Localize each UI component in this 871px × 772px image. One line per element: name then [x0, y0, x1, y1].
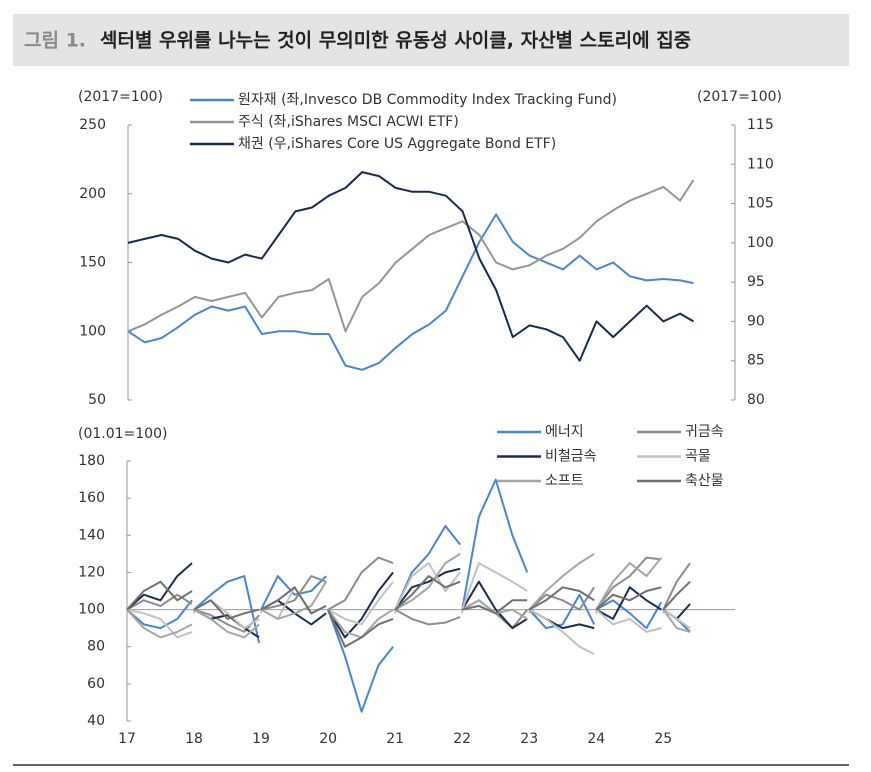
x-tick-label: 18	[185, 731, 203, 747]
y-tick-label: 140	[78, 527, 105, 543]
y-tick-label: 60	[87, 676, 105, 692]
legend-label: 채권 (우,iShares Core US Aggregate Bond ETF…	[238, 136, 556, 152]
y2-tick-label: 80	[747, 392, 765, 408]
x-tick-label: 22	[453, 731, 471, 747]
y-tick-label: 160	[78, 490, 105, 506]
y-axis-label: (01.01=100)	[78, 426, 167, 442]
y2-tick-label: 100	[747, 235, 774, 251]
legend-label: 축산물	[685, 473, 724, 489]
legend-label: 비철금속	[545, 449, 597, 465]
x-tick-label: 17	[118, 731, 136, 747]
series-line	[126, 562, 691, 655]
y2-tick-label: 105	[747, 196, 774, 212]
figure-title: 섹터별 우위를 나누는 것이 무의미한 유동성 사이클, 자산별 스토리에 집중	[100, 30, 691, 52]
series-line	[127, 213, 694, 371]
y-tick-label: 150	[79, 255, 106, 271]
y-tick-label: 50	[88, 392, 106, 408]
legend-label: 곡물	[685, 449, 711, 465]
y-tick-label: 100	[78, 602, 105, 618]
x-tick-label: 23	[520, 731, 538, 747]
x-tick-label: 24	[587, 731, 605, 747]
x-tick-label: 25	[654, 731, 672, 747]
series-line	[127, 179, 695, 333]
y2-tick-label: 95	[747, 274, 765, 290]
series-line	[126, 575, 691, 648]
y-tick-label: 120	[78, 564, 105, 580]
legend-label: 소프트	[545, 473, 584, 489]
series-line	[126, 553, 691, 639]
x-tick-label: 20	[319, 731, 337, 747]
y-axis-label: (2017=100)	[78, 89, 163, 105]
figure-label: 그림 1.	[24, 30, 86, 52]
x-tick-label: 19	[252, 731, 270, 747]
y-tick-label: 100	[79, 323, 106, 339]
x-tick-label: 21	[386, 731, 404, 747]
y2-tick-label: 85	[747, 353, 765, 369]
legend-label: 원자재 (좌,Invesco DB Commodity Index Tracki…	[238, 92, 617, 108]
series-line	[127, 171, 695, 362]
legend-label: 에너지	[545, 424, 584, 440]
y-tick-label: 200	[79, 186, 106, 202]
legend-label: 주식 (좌,iShares MSCI ACWI ETF)	[238, 114, 459, 130]
y-tick-label: 180	[78, 453, 105, 469]
legend-label: 귀금속	[685, 424, 724, 440]
y-tick-label: 250	[79, 117, 106, 133]
y2-tick-label: 90	[747, 313, 765, 329]
y2-axis-label: (2017=100)	[697, 89, 782, 105]
y-tick-label: 80	[87, 639, 105, 655]
title-bar	[13, 14, 849, 66]
y-tick-label: 40	[87, 713, 105, 729]
y2-tick-label: 110	[747, 156, 774, 172]
y2-tick-label: 115	[747, 117, 774, 133]
